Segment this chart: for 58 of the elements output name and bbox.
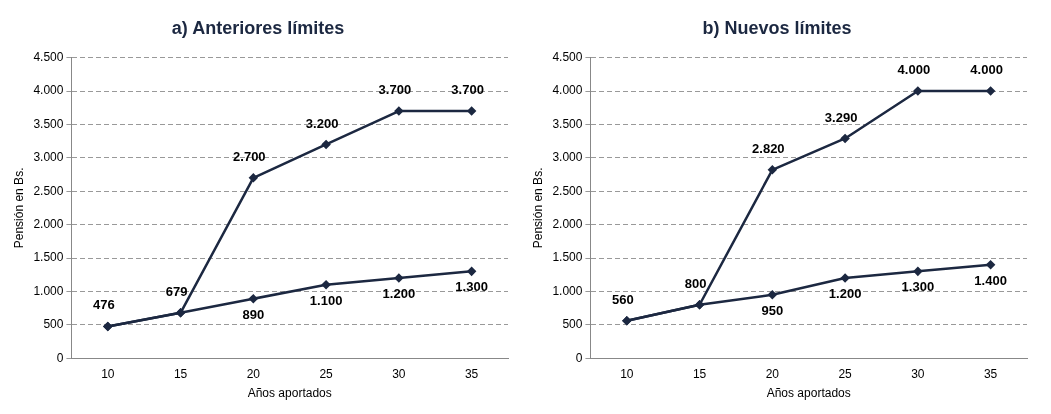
y-tick-label: 3.500 xyxy=(33,116,64,131)
x-tick-label: 30 xyxy=(392,366,406,381)
x-tick-label: 20 xyxy=(246,366,261,381)
y-tick-label: 2.000 xyxy=(33,216,64,231)
data-label: 1.300 xyxy=(901,279,935,295)
y-axis-title: Pensión en Bs. xyxy=(530,167,545,249)
y-tick-label: 1.500 xyxy=(552,250,583,265)
x-tick-label: 25 xyxy=(838,366,853,381)
y-axis-title: Pensión en Bs. xyxy=(11,167,26,249)
y-tick-label: 0 xyxy=(56,350,64,365)
chart-title: a) Anteriores límites xyxy=(171,17,345,38)
y-tick-label: 1.000 xyxy=(552,283,583,298)
data-label: 950 xyxy=(761,302,784,318)
x-tick-label: 15 xyxy=(173,366,188,381)
x-tick-label: 35 xyxy=(983,366,998,381)
y-tick-label: 2.500 xyxy=(33,183,64,198)
y-tick-label: 4.000 xyxy=(33,83,64,98)
data-label: 3.200 xyxy=(305,115,339,131)
data-label: 2.700 xyxy=(233,148,266,164)
data-label: 800 xyxy=(684,275,707,291)
y-tick-label: 3.000 xyxy=(552,150,583,165)
data-label: 1.200 xyxy=(828,286,862,302)
data-label: 3.290 xyxy=(824,109,858,125)
data-label: 4.000 xyxy=(897,62,931,78)
y-tick-label: 4.000 xyxy=(552,83,583,98)
data-label: 3.700 xyxy=(451,82,484,98)
x-tick-label: 15 xyxy=(692,366,707,381)
data-label: 1.200 xyxy=(382,286,416,302)
x-tick-label: 30 xyxy=(911,366,925,381)
x-axis-title: Años aportados xyxy=(247,386,332,401)
data-label: 1.300 xyxy=(455,279,488,295)
y-tick-label: 1.000 xyxy=(33,283,64,298)
y-tick-label: 3.500 xyxy=(552,116,583,131)
y-tick-label: 0 xyxy=(575,350,583,365)
y-tick-label: 500 xyxy=(43,317,64,332)
chart-title: b) Nuevos límites xyxy=(702,17,852,38)
data-label: 890 xyxy=(242,306,265,322)
x-tick-label: 10 xyxy=(620,366,634,381)
y-tick-label: 500 xyxy=(562,317,583,332)
x-tick-label: 10 xyxy=(101,366,115,381)
data-label: 2.820 xyxy=(752,140,785,156)
data-label: 679 xyxy=(165,283,188,299)
y-tick-label: 4.500 xyxy=(552,49,583,64)
data-label: 1.400 xyxy=(974,272,1007,288)
x-tick-label: 25 xyxy=(319,366,334,381)
data-label: 4.000 xyxy=(970,62,1003,78)
data-label: 560 xyxy=(611,291,634,307)
y-tick-label: 2.500 xyxy=(552,183,583,198)
x-tick-label: 20 xyxy=(765,366,780,381)
y-tick-label: 1.500 xyxy=(33,250,64,265)
x-tick-label: 35 xyxy=(464,366,479,381)
data-label: 1.100 xyxy=(309,292,343,308)
data-label: 476 xyxy=(92,297,115,313)
x-axis-title: Años aportados xyxy=(766,386,851,401)
y-tick-label: 4.500 xyxy=(33,49,64,64)
y-tick-label: 3.000 xyxy=(33,150,64,165)
y-tick-label: 2.000 xyxy=(552,216,583,231)
data-label: 3.700 xyxy=(378,82,412,98)
